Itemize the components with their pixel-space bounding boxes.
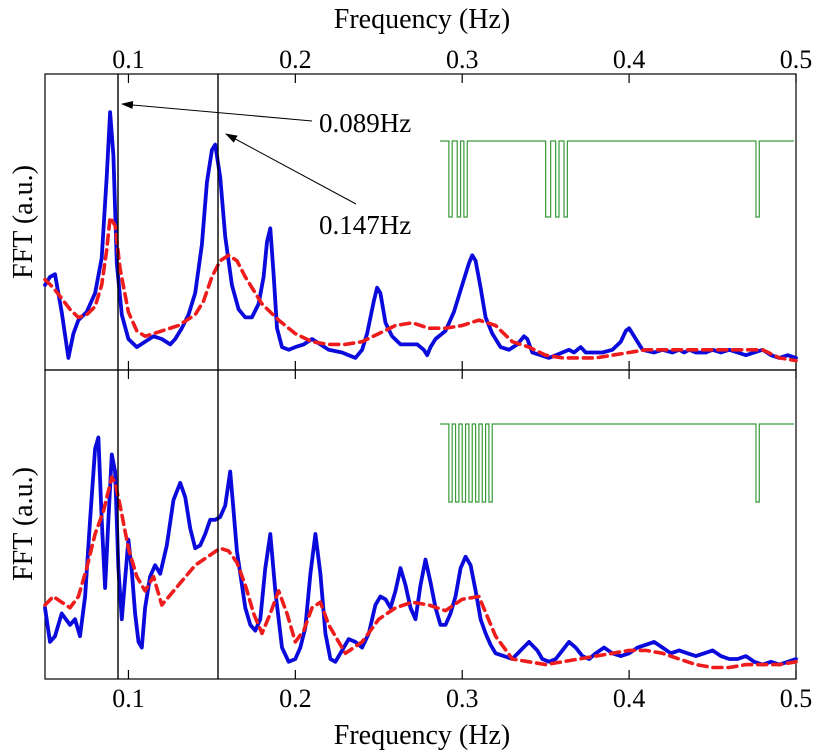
annotation-arrow [121, 100, 313, 122]
x-tick-label: 0.4 [613, 684, 646, 713]
top-tick-labels: 0.1 0.2 0.3 0.4 0.5 [112, 45, 812, 74]
bottom-tick-marks [127, 370, 797, 679]
bottom-y-axis-title: FFT (a.u.) [8, 467, 39, 581]
top-vertical-markers [117, 74, 219, 370]
solid-series-line [43, 435, 798, 667]
bottom-series [43, 435, 798, 670]
x-tick-label: 0.4 [613, 45, 646, 74]
bottom-tick-labels: 0.1 0.2 0.3 0.4 0.5 [112, 684, 812, 713]
top-panel: 0.1 0.2 0.3 0.4 0.5 0.089Hz 0.147Hz FFT (a.u.… [8, 45, 812, 371]
x-tick-label: 0.2 [279, 45, 312, 74]
bottom-inset-pulse-train [440, 423, 794, 503]
annotation-arrow [225, 133, 357, 205]
x-tick-label: 0.1 [112, 684, 145, 713]
dashed-series-line [43, 215, 798, 363]
bottom-x-axis-title: Frequency (Hz) [334, 720, 510, 751]
top-annotations: 0.089Hz 0.147Hz [121, 100, 411, 240]
top-series [43, 110, 798, 363]
solid-series-line [43, 110, 798, 360]
x-tick-label: 0.5 [780, 684, 813, 713]
dashed-series-line [43, 475, 798, 670]
inset-pulse-line [440, 140, 794, 218]
bottom-panel: 0.1 0.2 0.3 0.4 0.5 FFT (a.u.) [8, 369, 812, 713]
top-y-axis-title: FFT (a.u.) [8, 165, 39, 279]
top-tick-marks [127, 74, 797, 370]
x-tick-label: 0.1 [112, 45, 145, 74]
annotation-label: 0.147Hz [319, 210, 411, 240]
bottom-plot-frame [44, 369, 797, 680]
annotation-label: 0.089Hz [319, 108, 411, 138]
x-tick-label: 0.2 [279, 684, 312, 713]
inset-pulse-line [440, 423, 794, 503]
x-tick-label: 0.3 [446, 45, 479, 74]
top-inset-pulse-train [440, 140, 794, 218]
top-x-axis-title: Frequency (Hz) [334, 4, 510, 35]
x-tick-label: 0.3 [446, 684, 479, 713]
bottom-vertical-markers [117, 370, 219, 679]
x-tick-label: 0.5 [780, 45, 813, 74]
